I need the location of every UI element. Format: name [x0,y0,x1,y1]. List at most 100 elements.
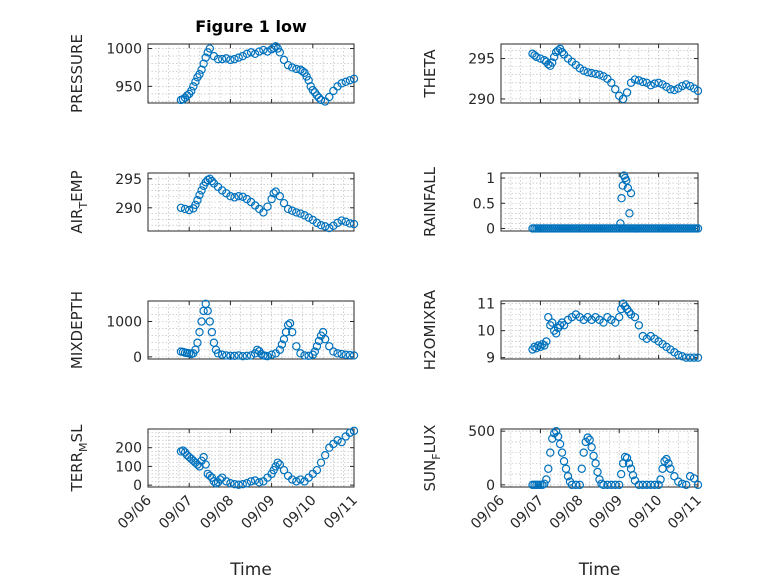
y-axis-label: H2OMIXRA [421,289,439,370]
data-point [666,85,675,94]
data-point [195,190,204,200]
data-point [238,479,247,489]
y-tick-label: 0 [486,478,495,494]
data-point [349,426,359,436]
data-point [587,68,596,78]
data-point [557,47,567,57]
data-point [615,480,624,490]
data-point [234,53,243,62]
data-point [337,216,346,225]
data-point [288,63,297,72]
data-point [312,218,322,228]
data-point [279,55,289,65]
data-point [549,52,559,62]
data-point [553,46,563,55]
data-point [285,319,295,328]
data-point [197,317,206,326]
data-point [191,200,200,210]
data-point [325,223,334,233]
y-tick-label: 295 [468,52,495,68]
data-point [269,43,278,52]
data-point [320,222,330,231]
y-tick-label: 950 [115,79,142,95]
data-point [693,353,703,362]
y-tick-label: 290 [468,92,495,108]
data-point [542,475,551,484]
data-point [273,458,282,467]
x-tick-label: 09/07 [507,493,547,533]
data-point [201,460,210,469]
data-point [205,471,214,480]
y-axis-label: SUNFLUX [421,425,443,492]
data-point [618,94,628,104]
data-point [308,85,317,95]
data-point [263,351,272,361]
data-point [689,474,699,483]
data-point [246,477,256,486]
data-point [296,475,305,484]
data-point [646,81,655,90]
data-point [292,342,301,351]
data-point [544,312,553,322]
data-point [593,467,602,477]
data-point [222,351,231,360]
x-tick-label: 09/08 [547,493,587,533]
data-point [548,58,557,67]
data-point [345,76,355,85]
data-point [283,320,293,330]
data-point [628,470,638,480]
data-point [238,192,247,201]
data-point [559,321,569,330]
y-tick-label: 1000 [106,42,142,58]
x-tick-label: 09/09 [239,493,279,533]
data-point [540,341,549,350]
x-tick-label: 09/09 [586,493,626,533]
y-tick-label: 200 [115,441,142,457]
data-point [250,476,260,485]
data-point [271,187,280,196]
x-tick-label: 09/10 [280,493,320,533]
data-point [275,191,285,201]
data-point [277,340,287,349]
data-point [349,351,359,360]
subplot-2: 290 295 THETA [421,43,703,108]
data-point [561,464,571,473]
data-point [591,69,600,79]
data-point [205,317,214,326]
data-point [625,209,634,218]
data-point [670,472,679,481]
data-point [555,439,565,449]
data-point [201,53,210,62]
data-point [603,480,612,490]
data-point [693,224,703,233]
data-point [199,452,208,462]
data-point [234,351,243,360]
data-point [296,209,305,218]
data-point [226,191,235,201]
data-point [176,203,186,212]
data-point [182,91,192,100]
data-point [217,350,227,359]
data-point [203,306,212,316]
x-tick-label: 09/06 [115,492,155,532]
data-point [345,428,355,437]
y-tick-label: 295 [115,172,142,188]
data-point [325,92,334,102]
data-point [320,450,330,460]
data-point [267,350,276,359]
y-axis-label: PRESSURE [68,34,86,113]
subplot-5: 0 1000 MIXDEPTH [68,291,359,369]
x-axis-label: Time [229,560,272,580]
data-point [222,477,231,486]
data-point [184,205,194,215]
data-point [178,446,188,455]
y-axis-label: AIRTEMP [68,170,90,233]
data-point [341,217,350,226]
data-point [195,327,204,337]
data-point [634,76,644,85]
data-point [288,327,297,337]
data-point [320,334,330,344]
data-point [222,54,231,63]
data-point [263,47,272,56]
data-point [611,318,620,327]
